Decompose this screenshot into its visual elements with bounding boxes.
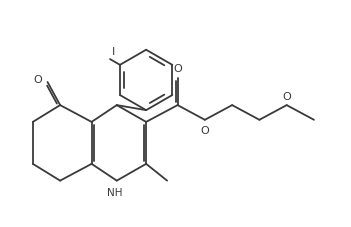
Text: I: I bbox=[112, 47, 115, 57]
Text: NH: NH bbox=[107, 188, 122, 198]
Text: O: O bbox=[34, 75, 42, 85]
Text: O: O bbox=[173, 64, 182, 74]
Text: O: O bbox=[200, 126, 209, 136]
Text: O: O bbox=[282, 92, 291, 102]
